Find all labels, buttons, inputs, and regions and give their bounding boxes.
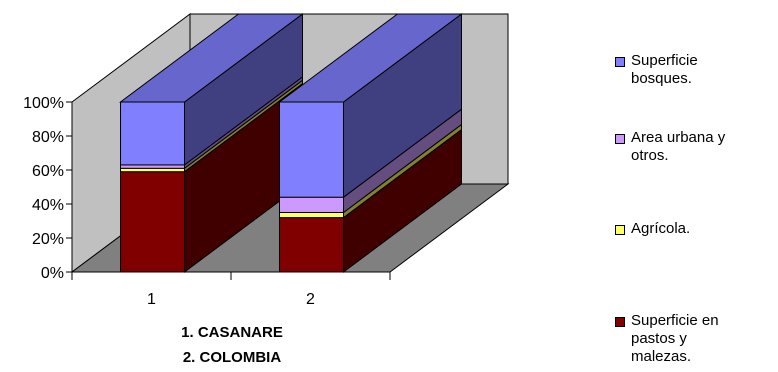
bar-segment-front bbox=[279, 212, 344, 219]
y-tick-label: 60% bbox=[32, 163, 64, 180]
legend-swatch bbox=[615, 134, 625, 144]
bar-segment-front bbox=[279, 101, 344, 198]
legend-label: Superficie en pastos y malezas. bbox=[631, 312, 719, 365]
chart-bars bbox=[118, 13, 464, 273]
legend-swatch bbox=[615, 57, 625, 67]
bar-segment-front bbox=[120, 167, 185, 173]
chart-axes: 0% 20% 40% 60% 80% 100% 1 2 bbox=[23, 95, 391, 308]
legend-swatch bbox=[615, 317, 625, 327]
legend-label: Superficie bosques. bbox=[631, 52, 698, 87]
x-axis-caption-line-1: 1. CASANARE bbox=[181, 324, 283, 341]
legend-swatch bbox=[615, 225, 625, 235]
bar-top bbox=[277, 13, 464, 103]
legend-item: Superficie bosques. bbox=[615, 52, 778, 88]
bar-segment-front bbox=[120, 101, 185, 166]
legend-item: Area urbana y otros. bbox=[615, 129, 778, 165]
x-axis-caption-line-2: 2. COLOMBIA bbox=[183, 349, 282, 366]
legend-label: Agrícola. bbox=[631, 220, 691, 237]
x-tick-label: 1 bbox=[147, 291, 156, 308]
bar-top bbox=[118, 13, 305, 103]
y-tick-label: 20% bbox=[32, 231, 64, 248]
y-tick-label: 100% bbox=[23, 95, 64, 112]
legend-label: Area urbana y otros. bbox=[631, 129, 726, 164]
legend-item: Agrícola. bbox=[615, 220, 778, 238]
x-tick-label: 2 bbox=[306, 291, 315, 308]
y-tick-label: 40% bbox=[32, 197, 64, 214]
y-tick-label: 80% bbox=[32, 129, 64, 146]
bar-segment-front bbox=[279, 217, 344, 273]
legend-item: Superficie en pastos y malezas. bbox=[615, 312, 778, 366]
bar-segment-front bbox=[120, 164, 185, 169]
bar-segment-front bbox=[120, 171, 185, 273]
y-tick-label: 0% bbox=[41, 265, 64, 282]
bar-segment-front bbox=[279, 196, 344, 213]
